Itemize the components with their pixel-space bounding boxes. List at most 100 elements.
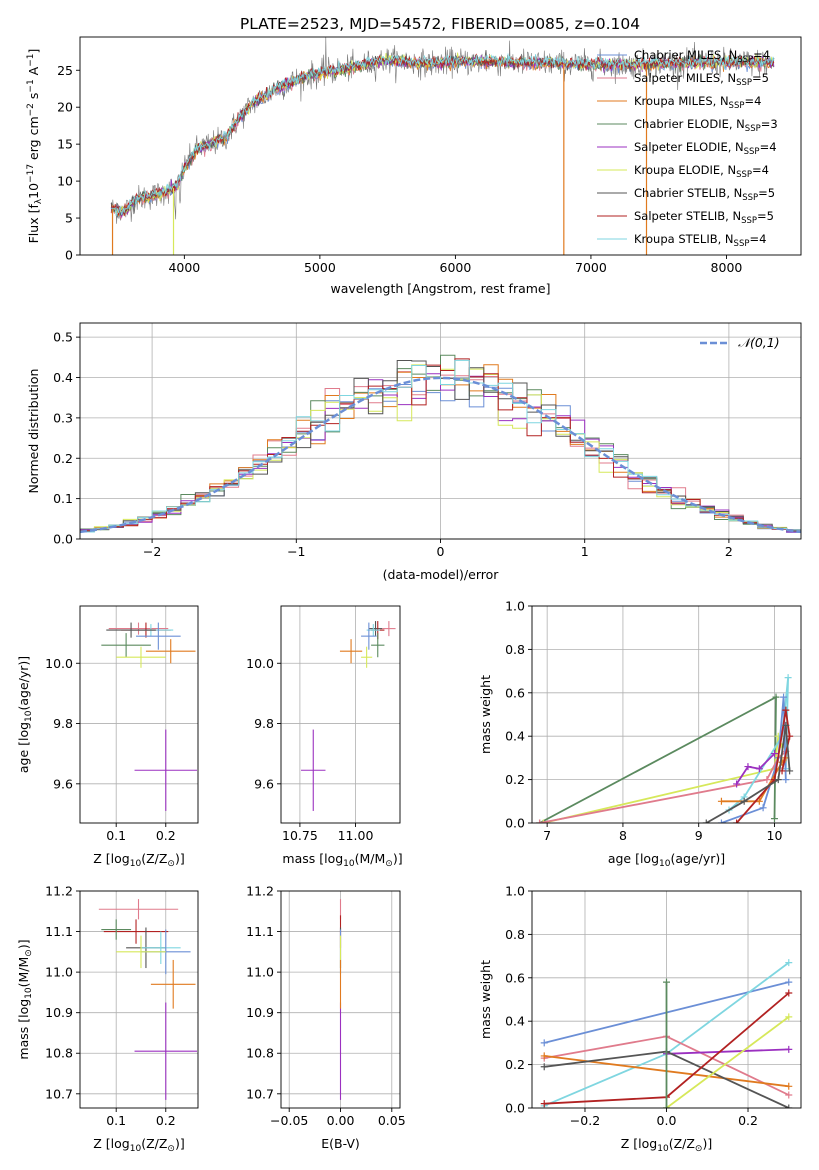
legend-subscript: SSP (736, 78, 752, 88)
weight-marker (717, 819, 725, 823)
x-tick-label: −0.05 (270, 1113, 308, 1128)
y-tick-label: 0.0 (53, 532, 73, 547)
x-tick-label: 0.00 (327, 1113, 355, 1128)
y-tick-label: 9.8 (53, 716, 73, 731)
legend-entry: Salpeter STELIB, NSSP=5 (634, 209, 774, 226)
y-tick-label: 11.0 (45, 965, 73, 980)
residuals-panel: −2 −1 0 1 2 0.0 0.1 0.2 0.3 0.4 0.5 𝒩(0,1) (data-mod… (26, 322, 802, 582)
label-text: (M/M (355, 851, 386, 866)
legend-subscript: SSP (737, 55, 753, 65)
plot-area (536, 674, 794, 823)
label-subscript: 10 (24, 710, 34, 722)
x-axis-label: E(B-V) (321, 1136, 360, 1151)
legend-subscript: SSP (729, 101, 745, 111)
axes-border (79, 890, 199, 1109)
weight-marker (540, 1052, 548, 1060)
plot-area (98, 899, 198, 1100)
label-superscript: −17 (26, 164, 36, 183)
weight-marker (785, 1104, 793, 1108)
label-text: 10 (26, 183, 41, 199)
weight-marker (770, 750, 778, 758)
legend-suffix: =5 (757, 209, 774, 223)
plot-area (301, 621, 396, 811)
y-tick-label: 1.0 (505, 599, 525, 614)
histogram-chabrier-stelib (80, 360, 801, 532)
axes-frame: 10.75 11.00 9.6 9.8 10.0 mass [log10(M/M⊙)] (246, 605, 403, 869)
weight-marker (755, 797, 763, 805)
x-axis-label: Z [log10(Z/Z⊙)] (93, 1136, 184, 1154)
label-text: (age/yr)] (16, 656, 31, 711)
y-tick-label: 0.2 (505, 772, 525, 787)
legend-entry: Kroupa MILES, NSSP=4 (634, 94, 761, 111)
label-text: A (26, 66, 41, 79)
y-tick-label: 11.2 (246, 884, 274, 899)
y-tick-label: 11.0 (246, 965, 274, 980)
legend-suffix: =4 (749, 232, 766, 246)
x-tick-label: −1 (287, 544, 305, 559)
grid (80, 890, 198, 1108)
weight-marker (782, 776, 790, 784)
weight-marker (780, 693, 788, 701)
y-tick-label: 10 (57, 174, 73, 189)
weight-marker (733, 819, 741, 823)
y-tick-label: 0.8 (505, 642, 525, 657)
y-tick-label: 0.3 (53, 410, 73, 425)
legend-suffix: =4 (752, 163, 769, 177)
plot-area (540, 959, 793, 1108)
x-tick-label: 0.0 (657, 1113, 677, 1128)
axes-frame: 4000 5000 6000 7000 8000 0 5 10 15 20 25 wavelength… (26, 36, 802, 296)
x-tick-label: 0 (437, 544, 445, 559)
weight-marker (786, 767, 794, 775)
y-tick-label: 10.0 (45, 656, 73, 671)
legend: Chabrier MILES, NSSP=4 Salpeter MILES, NS… (597, 48, 778, 249)
weight-marker (785, 1013, 793, 1021)
mass-weight-vs-metallicity-panel: −0.2 0.0 0.2 0.0 0.2 0.4 0.6 0.8 1.0 mass weight Z… (478, 884, 802, 1154)
legend-entry: Salpeter MILES, NSSP=5 (634, 71, 769, 88)
weight-marker (782, 721, 790, 729)
weight-marker (759, 804, 767, 812)
axes-frame: −2 −1 0 1 2 0.0 0.1 0.2 0.3 0.4 0.5 𝒩(0,1) (data-mod… (26, 322, 802, 582)
y-tick-label: 10.9 (45, 1005, 73, 1020)
weight-marker (785, 959, 793, 967)
model-spectrum-kroupa-stelib (111, 53, 775, 217)
axes-border (531, 605, 802, 824)
plot-area (110, 37, 775, 255)
label-text: (M/M (16, 957, 31, 988)
histogram-salpeter-stelib (80, 358, 801, 532)
x-tick-label: 7000 (575, 260, 607, 275)
x-tick-label: 0.05 (378, 1113, 406, 1128)
label-superscript: −1 (26, 79, 36, 92)
weight-marker (770, 815, 778, 823)
x-tick-label: 0.2 (738, 1113, 758, 1128)
legend-entry: Chabrier MILES, NSSP=4 (634, 48, 770, 65)
legend-entry: Kroupa STELIB, NSSP=4 (634, 232, 766, 249)
weight-marker (784, 674, 792, 682)
y-tick-label: 10.7 (246, 1086, 274, 1101)
y-tick-label: 10.0 (246, 656, 274, 671)
x-tick-label: 4000 (168, 260, 200, 275)
x-tick-label: −2 (143, 544, 161, 559)
label-subscript: ⊙ (167, 859, 175, 869)
grid (281, 606, 400, 823)
y-tick-label: 0.1 (53, 491, 73, 506)
normal-distribution-curve (80, 376, 801, 534)
y-tick-label: 1.0 (505, 884, 525, 899)
label-superscript: −2 (26, 103, 36, 116)
weight-marker (763, 776, 771, 784)
label-subscript: ⊙ (24, 949, 34, 957)
x-axis-label: (data-model)/error (383, 567, 500, 582)
x-tick-label: 1 (581, 544, 589, 559)
weight-marker (663, 1104, 670, 1108)
label-text: (Z/Z (669, 1136, 695, 1151)
age-vs-metallicity-panel: 0.1 0.2 9.6 9.8 10.0 Z [log10(Z/Z⊙)] age [log1… (16, 605, 199, 869)
legend-entry: Chabrier ELODIE, NSSP=3 (634, 117, 778, 134)
weight-marker (785, 978, 793, 986)
x-tick-label: 10.75 (282, 828, 318, 843)
x-axis-label: age [log10(age/yr)] (608, 851, 725, 869)
model-spectrum-salpeter-stelib (111, 53, 775, 216)
age-vs-mass-panel: 10.75 11.00 9.6 9.8 10.0 mass [log10(M/M⊙)] (246, 605, 403, 869)
weight-line-salpeter-elodie (735, 752, 776, 785)
label-text: )] (16, 939, 31, 949)
label-text: )] (393, 851, 403, 866)
label-superscript: −1 (26, 54, 36, 67)
